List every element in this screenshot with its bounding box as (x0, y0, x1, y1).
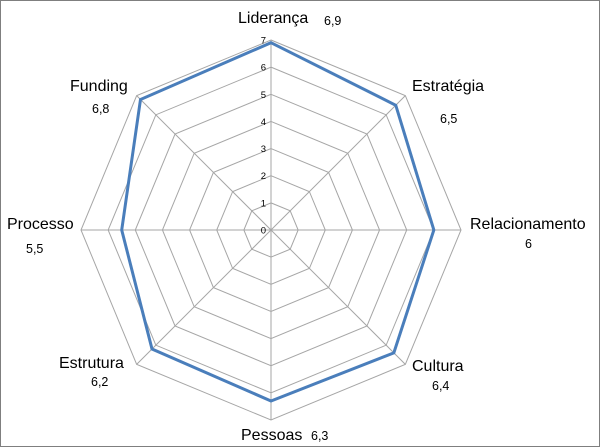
tick-label: 0 (261, 226, 266, 237)
category-label-relacionamento: Relacionamento (470, 216, 586, 233)
radial-tick-labels: 0 1 2 3 4 5 6 7 (261, 36, 266, 237)
tick-label: 2 (261, 171, 266, 182)
category-label-estrutura: Estrutura (59, 355, 124, 372)
value-label-cultura: 6,4 (432, 379, 449, 393)
category-label-pessoas: Pessoas (241, 427, 302, 444)
grid-spoke (270, 95, 406, 231)
grid-spoke (136, 95, 272, 231)
tick-label: 1 (261, 198, 266, 209)
tick-label: 7 (261, 36, 266, 47)
tick-label: 4 (261, 117, 266, 128)
value-label-estrutura: 6,2 (91, 375, 108, 389)
value-label-funding: 6,8 (92, 102, 109, 116)
tick-label: 5 (261, 90, 266, 101)
category-label-funding: Funding (70, 78, 128, 95)
category-label-lideranca: Liderança (238, 10, 308, 27)
category-label-cultura: Cultura (412, 358, 464, 375)
tick-label: 6 (261, 63, 266, 74)
value-label-estrategia: 6,5 (440, 112, 457, 126)
radar-grid (80, 39, 462, 421)
category-label-estrategia: Estratégia (412, 78, 484, 95)
tick-label: 3 (261, 144, 266, 155)
value-label-pessoas: 6,3 (311, 429, 328, 443)
radar-series (120, 41, 436, 403)
series-line (120, 41, 436, 403)
category-labels: Liderança 6,9 Estratégia 6,5 Relacionamento 6… (7, 10, 586, 444)
value-label-relacionamento: 6 (525, 237, 532, 251)
value-label-processo: 5,5 (26, 242, 43, 256)
grid-spoke (136, 229, 272, 365)
category-label-processo: Processo (7, 216, 74, 233)
value-label-lideranca: 6,9 (324, 14, 341, 28)
grid-spoke (270, 229, 406, 365)
